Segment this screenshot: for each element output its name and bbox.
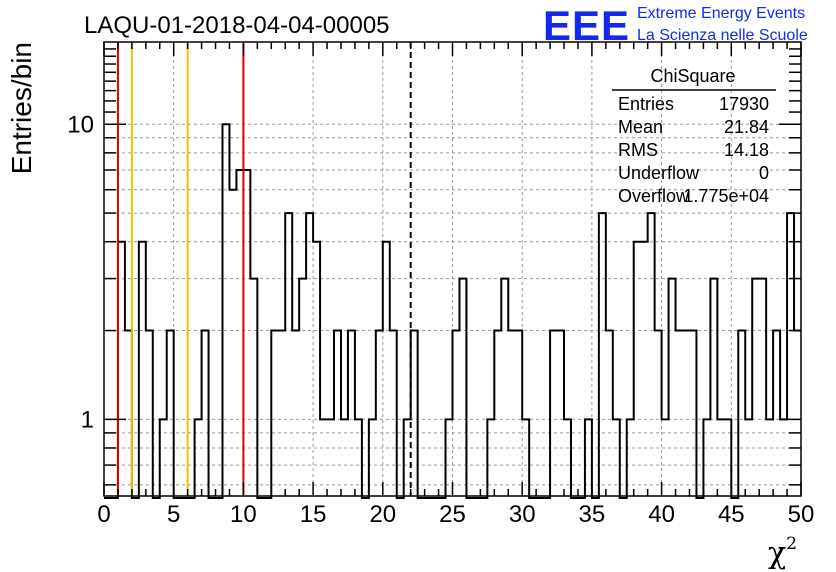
- x-axis-superscript: 2: [786, 534, 797, 554]
- histogram-bin: [501, 279, 508, 496]
- histogram-bin: [118, 242, 125, 496]
- histogram-bin: [508, 331, 515, 496]
- x-tick-label: 10: [230, 501, 257, 528]
- x-tick-label: 50: [788, 501, 815, 528]
- histogram-bin: [348, 331, 355, 496]
- stats-title: ChiSquare: [650, 66, 735, 86]
- y-tick-label: 10: [67, 111, 94, 138]
- x-tick-label: 15: [300, 501, 327, 528]
- histogram-bin: [759, 279, 766, 496]
- histogram-bin: [306, 213, 313, 496]
- stats-label: Entries: [618, 94, 674, 114]
- y-tick-label: 1: [81, 406, 94, 433]
- histogram-bin: [222, 124, 229, 496]
- histogram-bin: [794, 331, 801, 496]
- histogram-bin: [550, 331, 557, 496]
- x-axis-label: χ2: [768, 534, 797, 571]
- histogram-bin: [494, 331, 501, 496]
- histogram-bin: [236, 170, 243, 496]
- x-tick-label: 45: [718, 501, 745, 528]
- histogram-bin: [292, 331, 299, 496]
- histogram-bin: [243, 170, 250, 496]
- threshold-lines: [116, 42, 412, 496]
- histogram-bin: [599, 213, 606, 496]
- stats-box: ChiSquare Entries 17930 Mean 21.84 RMS 14.18 U…: [612, 66, 776, 206]
- stats-label: Underflow: [618, 163, 700, 183]
- histogram-bin: [167, 331, 174, 496]
- histogram-bin: [271, 331, 278, 496]
- histogram-bin: [229, 190, 236, 496]
- logo-line-1: Extreme Energy Events: [637, 5, 805, 22]
- axis-ticks: [103, 42, 802, 496]
- histogram-bin: [278, 331, 285, 496]
- stats-value: 14.18: [724, 140, 769, 160]
- histogram-bin: [710, 279, 717, 496]
- x-axis-symbol: χ: [768, 536, 786, 571]
- logo-mark: EEE: [543, 2, 630, 49]
- stats-value: 1.775e+04: [683, 186, 769, 206]
- histogram-bin: [250, 279, 257, 496]
- histogram-bin: [676, 331, 683, 496]
- histogram-bin: [125, 331, 132, 496]
- stats-rows: Entries 17930 Mean 21.84 RMS 14.18 Underflow 0 O…: [618, 94, 769, 206]
- histogram-bin: [683, 331, 690, 496]
- x-tick-label: 5: [167, 501, 180, 528]
- histogram-bin: [655, 331, 662, 496]
- x-tick-label: 30: [509, 501, 536, 528]
- histogram-bin: [669, 279, 676, 496]
- histogram-bin: [773, 331, 780, 496]
- histogram-bin: [515, 331, 522, 496]
- histogram-bin: [648, 213, 655, 496]
- eee-logo: EEE Extreme Energy Events La Scienza nel…: [543, 2, 808, 49]
- y-axis-label: Entries/bin: [6, 42, 37, 174]
- stats-value: 17930: [719, 94, 769, 114]
- histogram-bin: [411, 331, 418, 496]
- histogram-bin: [606, 331, 613, 496]
- x-tick-label: 40: [648, 501, 675, 528]
- stats-label: Overflow: [618, 186, 690, 206]
- logo-line-2: La Scienza nelle Scuole: [637, 27, 808, 44]
- histogram-bin: [634, 242, 641, 496]
- histogram-bars: [104, 123, 801, 499]
- histogram-bin: [787, 213, 794, 496]
- stats-value: 21.84: [724, 117, 769, 137]
- chart-title: LAQU-01-2018-04-04-00005: [84, 12, 390, 39]
- y-tick-labels: 1 10: [67, 111, 94, 433]
- histogram-bin: [459, 279, 466, 496]
- histogram-outline: [104, 123, 801, 499]
- histogram-bin: [299, 279, 306, 496]
- histogram-bin: [689, 331, 696, 496]
- histogram-bin: [139, 242, 146, 496]
- x-tick-label: 25: [439, 501, 466, 528]
- histogram-bin: [383, 242, 390, 496]
- histogram-bin: [453, 331, 460, 496]
- histogram-bin: [557, 331, 564, 496]
- histogram-bin: [146, 331, 153, 496]
- x-tick-labels: 0 5 10 15 20 25 30 35 40 45 50: [97, 501, 814, 528]
- histogram-bin: [738, 331, 745, 496]
- histogram-bin: [390, 331, 397, 496]
- histogram-bin: [202, 331, 209, 496]
- x-tick-label: 0: [97, 501, 110, 528]
- histogram-bin: [752, 279, 759, 496]
- stats-label: Mean: [618, 117, 663, 137]
- stats-value: 0: [759, 163, 769, 183]
- histogram-bin: [313, 242, 320, 496]
- histogram-bin: [641, 242, 648, 496]
- stats-label: RMS: [618, 140, 658, 160]
- x-tick-label: 35: [579, 501, 606, 528]
- x-tick-label: 20: [369, 501, 396, 528]
- histogram-bin: [334, 331, 341, 496]
- histogram-bin: [285, 213, 292, 496]
- histogram-bin: [376, 331, 383, 496]
